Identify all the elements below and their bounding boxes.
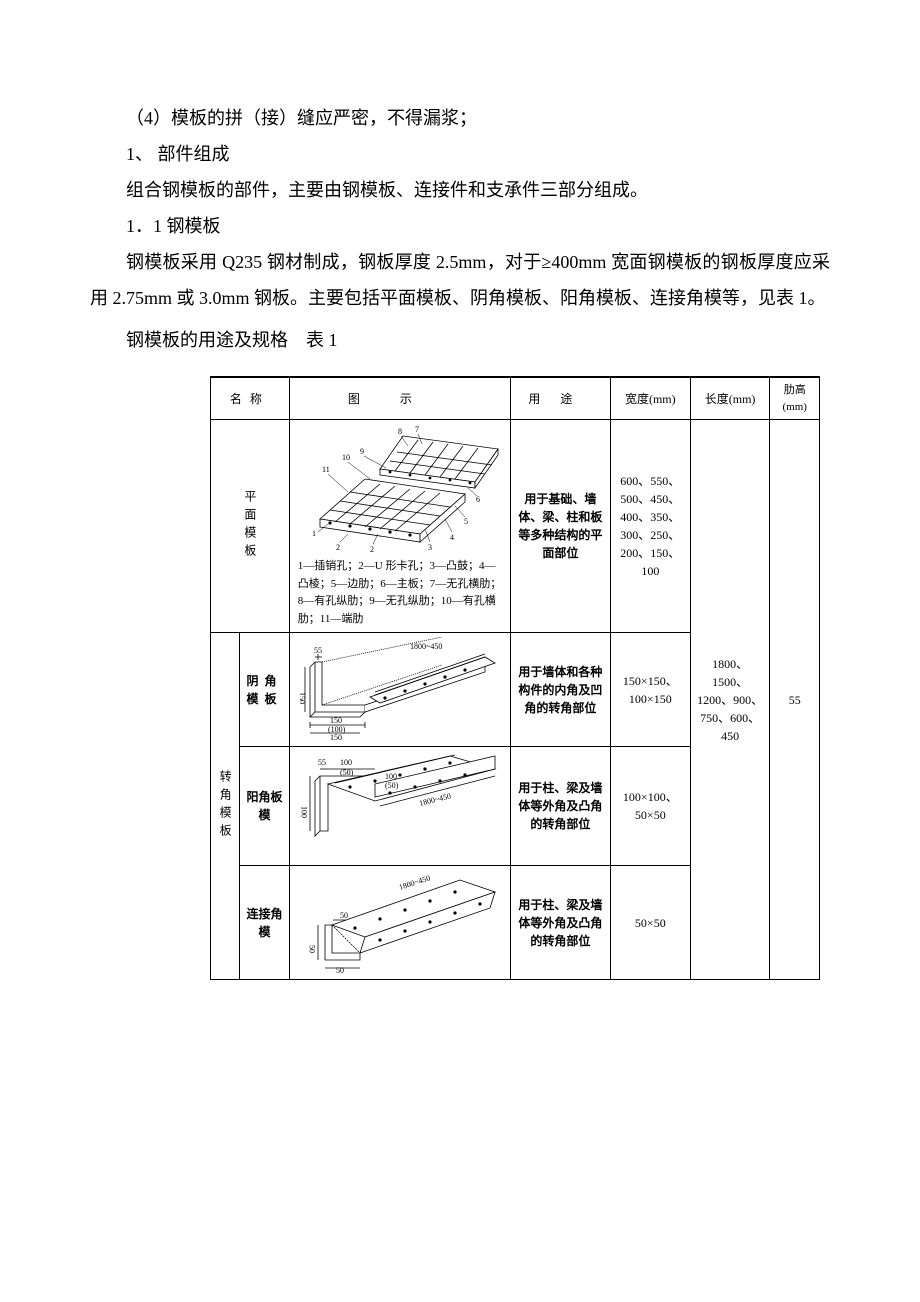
svg-text:2: 2 xyxy=(370,545,374,554)
svg-text:150: 150 xyxy=(300,692,307,704)
svg-text:50: 50 xyxy=(336,966,344,975)
row1-width: 600、550、500、450、400、350、300、250、200、150、… xyxy=(610,420,690,633)
row3-width: 100×100、50×50 xyxy=(610,747,690,866)
svg-text:10: 10 xyxy=(342,453,350,462)
row2-use: 用于墙体和各种构件的内角及凹角的转角部位 xyxy=(510,633,610,747)
heading-1: 1、 部件组成 xyxy=(90,136,830,172)
paragraph-steel: 钢模板采用 Q235 钢材制成，钢板厚度 2.5mm，对于≥400mm 宽面钢模… xyxy=(90,244,830,316)
svg-text:100: 100 xyxy=(300,806,309,818)
svg-text:(50): (50) xyxy=(385,781,399,790)
row4-use: 用于柱、梁及墙体等外角及凸角的转角部位 xyxy=(510,866,610,980)
row1-name: 平面模板 xyxy=(211,420,290,633)
row1-figure: 1 2 3 4 5 6 xyxy=(289,420,510,633)
th-ribheight: 肋高(mm) xyxy=(770,377,820,420)
svg-text:55: 55 xyxy=(314,646,322,655)
svg-text:100: 100 xyxy=(385,772,397,781)
connecting-corner-diagram-icon: 50 50 50 1800~450 xyxy=(300,870,500,975)
svg-text:2: 2 xyxy=(336,543,340,552)
table-header-row: 名称 图示 用途 宽度(mm) 长度(mm) 肋高(mm) xyxy=(211,377,820,420)
svg-text:7: 7 xyxy=(415,425,419,434)
th-length: 长度(mm) xyxy=(690,377,770,420)
row3-name: 阳角板模 xyxy=(240,747,289,866)
svg-text:55: 55 xyxy=(318,758,326,767)
document-page: （4）模板的拼（接）缝应严密，不得漏浆； 1、 部件组成 组合钢模板的部件，主要… xyxy=(0,0,920,1040)
th-use: 用途 xyxy=(510,377,610,420)
row1-use: 用于基础、墙体、梁、柱和板等多种结构的平面部位 xyxy=(510,420,610,633)
paragraph-4: （4）模板的拼（接）缝应严密，不得漏浆； xyxy=(90,100,830,136)
svg-text:8: 8 xyxy=(398,427,402,436)
th-name: 名称 xyxy=(211,377,290,420)
th-figure: 图示 xyxy=(289,377,510,420)
row2-width: 150×150、100×150 xyxy=(610,633,690,747)
svg-text:5: 5 xyxy=(464,517,468,526)
row4-figure: 50 50 50 1800~450 xyxy=(289,866,510,980)
svg-text:3: 3 xyxy=(428,543,432,552)
svg-text:4: 4 xyxy=(450,533,454,542)
table-row: 平面模板 xyxy=(211,420,820,633)
svg-text:50: 50 xyxy=(340,911,348,920)
spec-table: 名称 图示 用途 宽度(mm) 长度(mm) 肋高(mm) 平面模板 xyxy=(210,376,820,980)
inside-corner-diagram-icon: 55 150 150 (100) 150 1800~450 xyxy=(300,637,500,742)
length-cell: 1800、1500、1200、900、750、600、450 xyxy=(690,420,770,980)
row4-name: 连接角模 xyxy=(240,866,289,980)
svg-text:1: 1 xyxy=(312,529,316,538)
row3-use: 用于柱、梁及墙体等外角及凸角的转角部位 xyxy=(510,747,610,866)
svg-text:1800~450: 1800~450 xyxy=(398,874,432,893)
svg-text:150: 150 xyxy=(330,733,342,742)
svg-text:6: 6 xyxy=(476,495,480,504)
flat-panel-diagram-icon: 1 2 3 4 5 6 xyxy=(300,424,500,554)
svg-text:(50): (50) xyxy=(340,768,354,777)
row1-caption: 1—插销孔；2—U 形卡孔；3—凸鼓；4—凸棱；5—边肋；6—主板；7—无孔横肋… xyxy=(294,558,506,628)
svg-text:150: 150 xyxy=(330,716,342,725)
row2-figure: 55 150 150 (100) 150 1800~450 xyxy=(289,633,510,747)
svg-text:9: 9 xyxy=(360,447,364,456)
row4-width: 50×50 xyxy=(610,866,690,980)
svg-text:1800~450: 1800~450 xyxy=(418,792,452,809)
th-width: 宽度(mm) xyxy=(610,377,690,420)
table-1: 名称 图示 用途 宽度(mm) 长度(mm) 肋高(mm) 平面模板 xyxy=(210,376,820,980)
row2-name: 阴角模板 xyxy=(240,633,289,747)
svg-text:100: 100 xyxy=(340,758,352,767)
table-title: 钢模板的用途及规格 表 1 xyxy=(90,322,830,358)
paragraph-composition: 组合钢模板的部件，主要由钢模板、连接件和支承件三部分组成。 xyxy=(90,172,830,208)
outside-corner-diagram-icon: 55 100 (50) 100 (50) 100 1800~450 xyxy=(300,751,500,861)
row3-figure: 55 100 (50) 100 (50) 100 1800~450 xyxy=(289,747,510,866)
svg-text:50: 50 xyxy=(307,945,316,953)
svg-text:1800~450: 1800~450 xyxy=(410,642,442,651)
heading-1-1: 1．1 钢模板 xyxy=(90,208,830,244)
svg-text:11: 11 xyxy=(322,465,330,474)
group-corner: 转角模板 xyxy=(211,633,240,980)
ribheight-cell: 55 xyxy=(770,420,820,980)
